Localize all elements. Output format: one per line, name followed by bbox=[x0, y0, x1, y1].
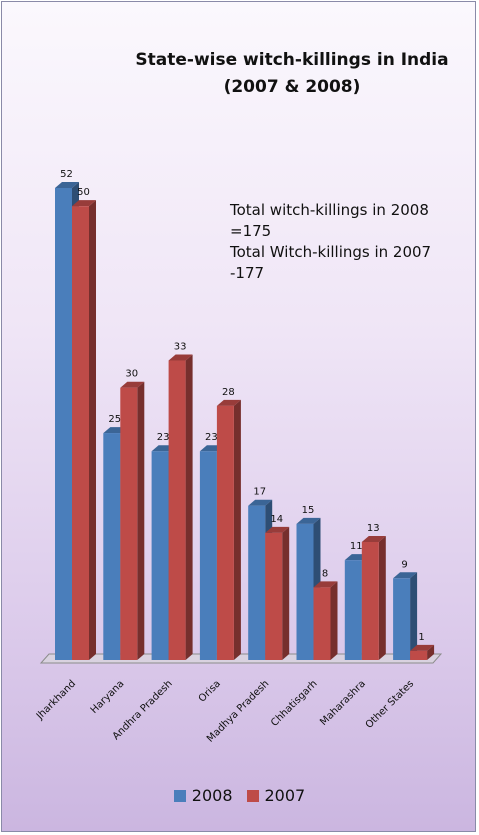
data-label-2008-2: 25 bbox=[108, 414, 121, 425]
legend-swatch-2008 bbox=[173, 789, 186, 802]
bar-2007-6 bbox=[313, 587, 331, 660]
bar-2007-6-side bbox=[330, 581, 338, 660]
bar-2007-8-side bbox=[427, 644, 435, 660]
bar-2007-3-top bbox=[168, 354, 193, 361]
annotation-line-4: -177 bbox=[230, 264, 265, 282]
bar-2007-5-side bbox=[282, 526, 290, 660]
data-label-2007-4: 28 bbox=[222, 387, 235, 398]
bar-2008-6 bbox=[296, 523, 314, 660]
x-tick-label-2: Haryana bbox=[89, 678, 127, 716]
bar-2007-8-top bbox=[410, 644, 435, 651]
data-label-2007-6: 8 bbox=[322, 568, 328, 579]
x-tick-label-7: Maharashra bbox=[318, 678, 368, 728]
bar-2007-8 bbox=[410, 650, 428, 660]
legend-label-2008: 2008 bbox=[191, 786, 233, 805]
data-label-2007-7: 13 bbox=[367, 523, 380, 534]
bar-2007-6-top bbox=[313, 581, 338, 588]
bar-2008-2 bbox=[103, 433, 121, 660]
bar-2007-7 bbox=[361, 542, 379, 660]
data-label-2007-5: 14 bbox=[270, 514, 283, 525]
data-label-2008-7: 11 bbox=[350, 541, 363, 552]
annotation-line-3: Total Witch-killings in 2007 bbox=[230, 243, 432, 261]
bar-2007-5-top bbox=[265, 526, 290, 533]
data-label-2007-1: 50 bbox=[77, 187, 90, 198]
data-label-2007-2: 30 bbox=[125, 369, 138, 380]
bar-2007-2-side bbox=[137, 381, 145, 660]
legend-label-2007: 2007 bbox=[264, 786, 306, 805]
bar-2007-5 bbox=[265, 532, 283, 660]
annotation-line-2: =175 bbox=[230, 222, 272, 240]
totals-annotation: Total witch-killings in 2008 =175 Total … bbox=[230, 200, 475, 284]
bar-2007-3-side bbox=[185, 354, 193, 660]
data-label-2008-1: 52 bbox=[60, 169, 73, 180]
data-label-2007-8: 1 bbox=[418, 632, 424, 643]
legend-swatch-2007 bbox=[246, 789, 259, 802]
bar-2008-1-top bbox=[55, 182, 79, 188]
data-label-2008-3: 23 bbox=[157, 432, 170, 443]
bar-2007-1-side bbox=[89, 200, 96, 660]
bar-2007-7-side bbox=[378, 536, 386, 660]
bar-2008-1 bbox=[55, 188, 72, 660]
chart-title: State-wise witch-killings in India (2007… bbox=[122, 47, 462, 101]
bar-2008-8-top bbox=[393, 572, 418, 579]
bar-2007-1-top bbox=[72, 200, 96, 207]
bar-2008-3 bbox=[151, 451, 169, 660]
data-label-2007-3: 33 bbox=[174, 341, 187, 352]
chart-title-line-2: (2007 & 2008) bbox=[223, 77, 361, 97]
bar-2007-4 bbox=[216, 405, 234, 660]
data-label-2008-5: 17 bbox=[253, 487, 266, 498]
legend: 2008 2007 bbox=[0, 786, 479, 805]
data-label-2008-4: 23 bbox=[205, 432, 218, 443]
bar-2007-1 bbox=[72, 206, 89, 660]
x-tick-label-8: Other States bbox=[364, 678, 417, 731]
data-label-2008-6: 15 bbox=[302, 505, 315, 516]
bar-2007-3 bbox=[168, 360, 186, 660]
bar-2007-4-side bbox=[233, 399, 241, 660]
x-tick-label-1: Jharkhand bbox=[34, 678, 78, 722]
bar-2008-4 bbox=[199, 451, 217, 660]
bar-2008-6-top bbox=[296, 517, 321, 524]
bar-2008-5-top bbox=[248, 499, 273, 506]
x-tick-label-6: Chhatisgarh bbox=[269, 678, 320, 729]
bar-2008-5 bbox=[248, 505, 266, 660]
bar-2007-4-top bbox=[216, 399, 241, 406]
legend-item-2007: 2007 bbox=[246, 786, 306, 805]
bar-2007-2 bbox=[120, 387, 138, 660]
bar-2008-7 bbox=[344, 560, 362, 660]
bar-2008-8-side bbox=[410, 572, 418, 660]
bar-2007-2-top bbox=[120, 381, 145, 388]
x-tick-label-4: Orisa bbox=[197, 678, 223, 704]
bar-2008-8 bbox=[393, 578, 411, 660]
legend-item-2008: 2008 bbox=[173, 786, 233, 805]
data-label-2008-8: 9 bbox=[401, 559, 407, 570]
chart-title-line-1: State-wise witch-killings in India bbox=[135, 50, 449, 70]
annotation-line-1: Total witch-killings in 2008 bbox=[230, 201, 429, 219]
bar-2007-7-top bbox=[361, 536, 386, 542]
